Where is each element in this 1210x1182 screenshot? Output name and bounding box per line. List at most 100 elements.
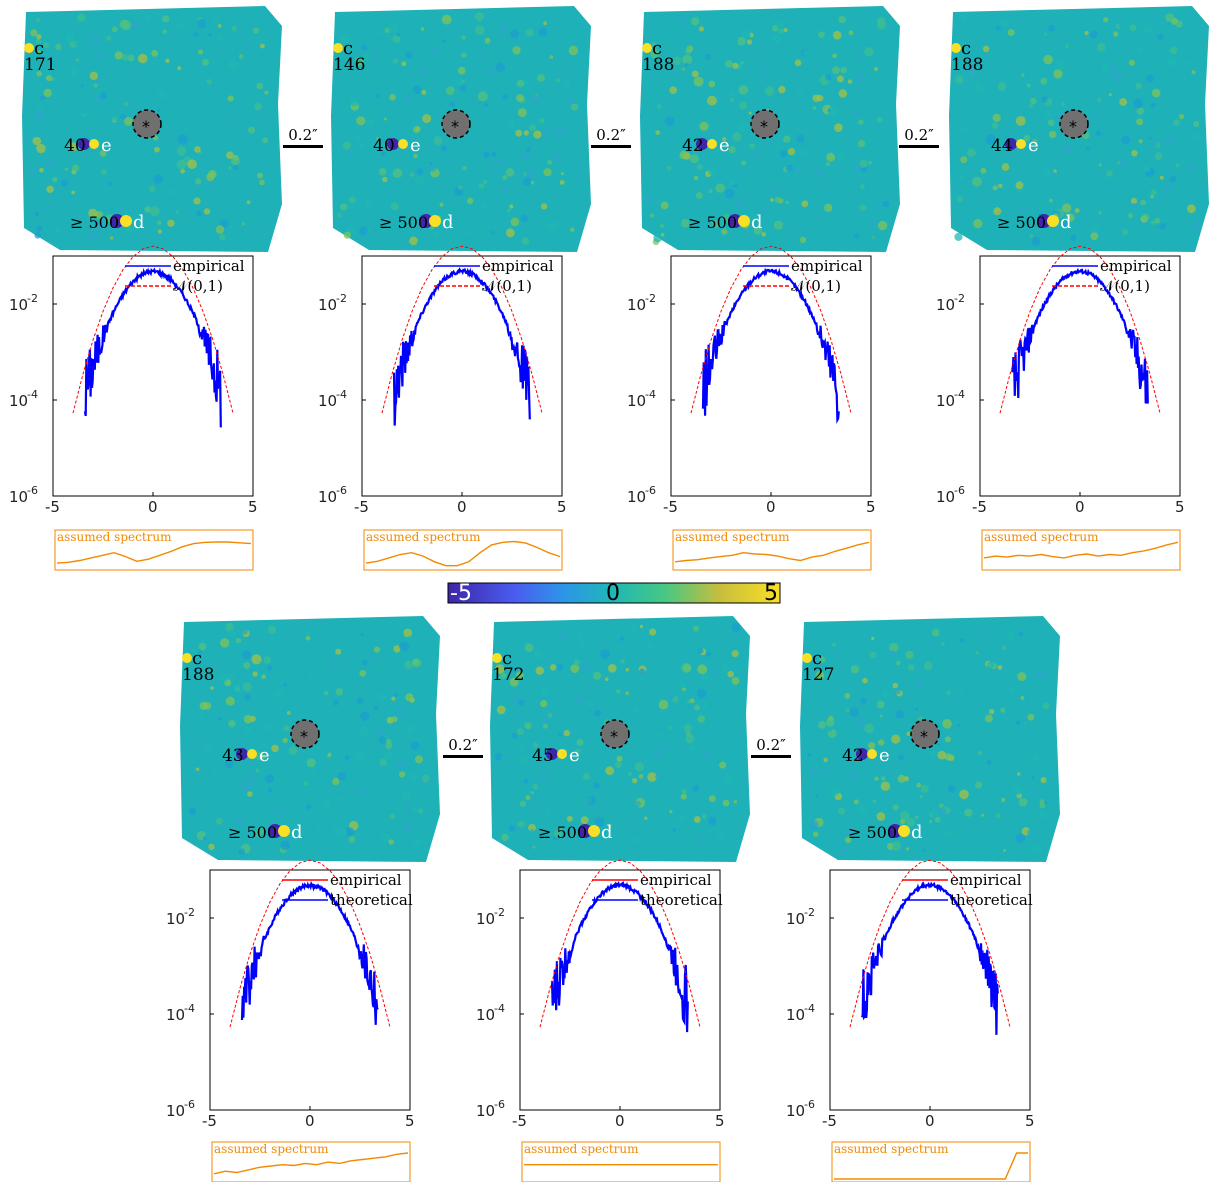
legend-label-2: theoretical: [640, 891, 723, 909]
map-noise-speckle: [502, 175, 508, 180]
map-noise-speckle: [1033, 845, 1041, 854]
map-noise-speckle: [1130, 197, 1138, 205]
map-noise-speckle: [954, 232, 963, 241]
map-noise-speckle: [43, 204, 51, 212]
map-noise-speckle: [669, 86, 677, 94]
map-noise-speckle: [681, 219, 690, 228]
map-noise-speckle: [1138, 48, 1144, 54]
map-noise-speckle: [483, 151, 490, 158]
map-noise-speckle: [429, 161, 433, 165]
map-noise-speckle: [693, 816, 701, 823]
scale-bar: 0.2″: [283, 126, 323, 148]
map-noise-speckle: [439, 202, 444, 207]
star-label: *: [142, 117, 150, 136]
map-noise-speckle: [959, 789, 969, 800]
map-noise-speckle: [35, 38, 42, 45]
map-noise-speckle: [1084, 30, 1089, 36]
map-noise-speckle: [1173, 110, 1178, 114]
map-noise-speckle: [939, 803, 944, 809]
star-mask: [600, 719, 630, 749]
map-noise-speckle: [711, 220, 720, 228]
planet-d-dark-lobe: [110, 214, 124, 228]
map-noise-speckle: [681, 663, 692, 673]
map-noise-speckle: [575, 748, 581, 754]
map-noise-speckle: [1066, 213, 1075, 222]
map-noise-speckle: [770, 198, 774, 202]
map-noise-speckle: [235, 637, 242, 644]
map-noise-speckle: [539, 118, 545, 124]
map-noise-speckle: [587, 668, 592, 672]
map-noise-speckle: [403, 94, 412, 104]
map-noise-speckle: [608, 664, 617, 673]
map-noise-speckle: [1015, 116, 1026, 126]
map-noise-speckle: [685, 47, 692, 54]
map-noise-speckle: [576, 635, 582, 640]
map-noise-speckle: [124, 117, 133, 126]
map-noise-speckle: [818, 31, 825, 38]
map-noise-speckle: [1154, 152, 1163, 161]
map-noise-speckle: [36, 225, 43, 232]
planet-c-value: 188: [182, 665, 214, 685]
map-noise-speckle: [1003, 849, 1007, 852]
map-noise-speckle: [1018, 207, 1026, 214]
map-noise-speckle: [523, 778, 529, 784]
map-noise-speckle: [404, 660, 413, 670]
planet-c-value: 188: [951, 55, 983, 75]
planet-e-value: 40: [64, 136, 86, 156]
legend-label-2: 𝒩(0,1): [173, 277, 223, 295]
y-tick-label: 10: [627, 488, 646, 506]
planet-c-value: 188: [642, 55, 674, 75]
map-noise-speckle: [421, 89, 427, 95]
map-noise-speckle: [1044, 111, 1051, 118]
x-tick-label: -5: [354, 498, 369, 516]
map-noise-speckle: [748, 111, 752, 115]
planet-e-value: 43: [222, 746, 244, 766]
map-noise-speckle: [466, 229, 472, 235]
legend-label-1: empirical: [482, 257, 554, 275]
map-noise-speckle: [193, 197, 201, 205]
map-noise-speckle: [1053, 178, 1058, 182]
theoretical-curve: [999, 245, 1161, 414]
map-noise-speckle: [972, 176, 982, 187]
map-noise-speckle: [378, 736, 387, 744]
map-noise-speckle: [627, 771, 632, 777]
planet-e-value: 42: [682, 136, 704, 156]
map-noise-speckle: [780, 150, 787, 158]
map-noise-speckle: [816, 94, 824, 102]
map-noise-speckle: [1017, 672, 1027, 682]
scale-bar: 0.2″: [899, 126, 939, 148]
x-tick-label: 5: [557, 498, 567, 516]
map-noise-speckle: [491, 167, 499, 175]
y-tick-exponent: -2: [954, 292, 965, 305]
planet-d-blob: [738, 215, 750, 227]
map-noise-speckle: [198, 81, 204, 87]
map-noise-speckle: [1154, 217, 1161, 224]
map-noise-speckle: [997, 665, 1003, 670]
map-noise-speckle: [582, 772, 590, 780]
x-tick-label: 0: [457, 498, 467, 516]
map-noise-speckle: [335, 796, 341, 802]
map-noise-speckle: [1121, 135, 1131, 145]
spectrum-frame: [521, 1141, 721, 1182]
map-noise-speckle: [809, 766, 818, 774]
map-noise-speckle: [390, 202, 399, 211]
map-noise-speckle: [208, 843, 215, 851]
map-noise-speckle: [722, 799, 730, 807]
map-noise-speckle: [689, 698, 695, 704]
planet-c-label: c: [192, 648, 202, 669]
spectrum-inset-1: assumed spectrum: [54, 529, 254, 571]
map-noise-speckle: [90, 36, 100, 46]
map-noise-speckle: [1191, 70, 1196, 75]
map-noise-speckle: [516, 94, 524, 102]
map-noise-speckle: [474, 25, 485, 35]
map-noise-speckle: [355, 57, 365, 66]
map-noise-speckle: [991, 122, 999, 129]
map-noise-speckle: [194, 146, 201, 153]
empirical-curve: [860, 881, 999, 1035]
map-noise-speckle: [794, 167, 802, 175]
map-noise-speckle: [586, 795, 596, 806]
